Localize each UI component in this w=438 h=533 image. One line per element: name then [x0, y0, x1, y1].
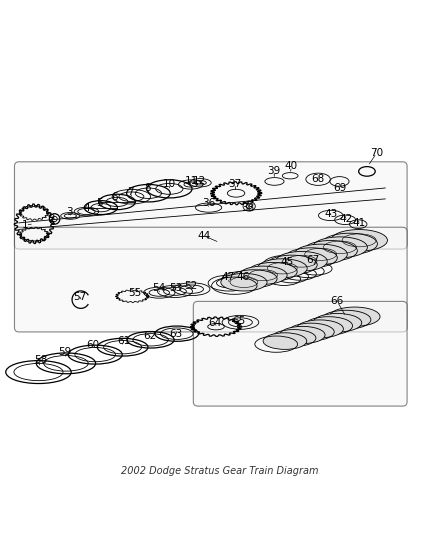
Text: 2002 Dodge Stratus Gear Train Diagram: 2002 Dodge Stratus Gear Train Diagram — [120, 466, 318, 476]
Text: 11: 11 — [184, 176, 198, 187]
Text: 3: 3 — [66, 207, 72, 217]
Text: 2: 2 — [48, 214, 55, 223]
Text: 44: 44 — [197, 231, 210, 241]
Text: 40: 40 — [284, 161, 297, 171]
Ellipse shape — [257, 259, 307, 278]
Text: 10: 10 — [162, 179, 176, 189]
Text: 70: 70 — [369, 148, 382, 158]
Text: 53: 53 — [169, 284, 182, 293]
Text: 5: 5 — [96, 198, 102, 208]
Text: 46: 46 — [237, 272, 250, 282]
Text: 65: 65 — [232, 316, 245, 326]
Text: 1: 1 — [22, 220, 28, 230]
Ellipse shape — [312, 237, 367, 258]
Ellipse shape — [220, 273, 266, 291]
FancyBboxPatch shape — [193, 301, 406, 406]
Ellipse shape — [330, 230, 387, 251]
Text: 43: 43 — [323, 209, 336, 219]
FancyBboxPatch shape — [14, 227, 406, 332]
Ellipse shape — [293, 244, 346, 264]
Ellipse shape — [275, 252, 326, 271]
Text: 59: 59 — [58, 346, 71, 357]
Text: 37: 37 — [228, 179, 241, 189]
Ellipse shape — [328, 307, 379, 326]
Text: 63: 63 — [169, 329, 182, 339]
Text: 67: 67 — [306, 255, 319, 265]
Text: 61: 61 — [117, 336, 130, 346]
Text: 68: 68 — [310, 174, 324, 184]
Text: 64: 64 — [208, 318, 221, 328]
Ellipse shape — [312, 313, 361, 332]
Text: 6: 6 — [111, 192, 118, 201]
Text: 41: 41 — [352, 218, 365, 228]
Ellipse shape — [262, 333, 306, 350]
Text: 54: 54 — [152, 284, 165, 293]
Text: 39: 39 — [267, 166, 280, 175]
Text: 36: 36 — [201, 198, 215, 208]
Ellipse shape — [279, 326, 324, 344]
Text: 60: 60 — [86, 340, 99, 350]
Text: 57: 57 — [73, 292, 86, 302]
FancyBboxPatch shape — [14, 162, 406, 249]
Text: 45: 45 — [280, 257, 293, 267]
Text: 7: 7 — [127, 187, 133, 197]
Text: 62: 62 — [143, 332, 156, 341]
Text: 66: 66 — [330, 296, 343, 306]
Text: 38: 38 — [240, 203, 254, 213]
Ellipse shape — [296, 320, 343, 338]
Text: 55: 55 — [127, 288, 141, 297]
Text: 52: 52 — [184, 281, 198, 291]
Ellipse shape — [239, 266, 286, 284]
Text: 8: 8 — [144, 183, 151, 193]
Text: 4: 4 — [83, 203, 89, 213]
Text: 69: 69 — [332, 183, 345, 193]
Text: 12: 12 — [193, 176, 206, 187]
Text: 42: 42 — [339, 214, 352, 223]
Text: 58: 58 — [34, 356, 47, 365]
Text: 47: 47 — [221, 272, 234, 282]
